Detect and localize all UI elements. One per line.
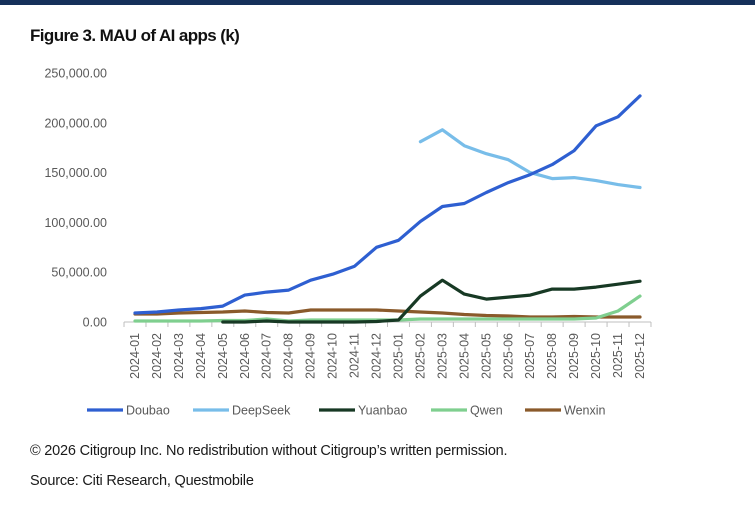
x-tick-label: 2025-08: [545, 333, 559, 379]
x-tick-label: 2025-04: [457, 333, 471, 379]
y-tick-label: 250,000.00: [44, 67, 107, 81]
source-note: Source: Citi Research, Questmobile: [30, 473, 254, 489]
y-tick-label: 150,000.00: [44, 166, 107, 180]
legend-item-wenxin: Wenxin: [525, 404, 606, 418]
legend-label: Yuanbao: [358, 404, 407, 418]
legend-item-doubao: Doubao: [87, 404, 170, 418]
x-tick-label: 2024-06: [238, 333, 252, 379]
x-tick-label: 2025-05: [479, 333, 493, 379]
legend-item-yuanbao: Yuanbao: [319, 404, 407, 418]
x-tick-label: 2025-07: [523, 333, 537, 379]
series-line-deepseek: [418, 128, 642, 190]
x-tick-label: 2025-12: [633, 333, 647, 379]
x-axis: 2024-01 2024-02 2024-03 2024-04 2024-05 2024-…: [123, 321, 652, 379]
x-tick-label: 2025-09: [567, 333, 581, 379]
x-tick-label: 2024-01: [128, 333, 142, 379]
x-tick-label: 2024-02: [150, 333, 164, 379]
legend-item-qwen: Qwen: [431, 404, 503, 418]
legend: Doubao DeepSeek Yuanbao Qwen Wenxin: [87, 404, 606, 418]
legend-label: Wenxin: [564, 404, 606, 418]
y-axis: 0.00 50,000.00 100,000.00 150,000.00 200,000…: [44, 67, 107, 330]
x-tick-label: 2025-03: [435, 333, 449, 379]
legend-item-deepseek: DeepSeek: [193, 404, 291, 418]
series-line-wenxin: [133, 308, 642, 319]
x-tick-label: 2024-08: [282, 333, 296, 379]
copyright-notice: © 2026 Citigroup Inc. No redistribution …: [30, 443, 508, 459]
x-tick-label: 2025-02: [413, 333, 427, 379]
legend-label: Doubao: [126, 404, 170, 418]
x-tick-label: 2025-11: [611, 333, 625, 378]
y-tick-label: 200,000.00: [44, 116, 107, 130]
y-tick-label: 0.00: [83, 316, 107, 330]
legend-label: Qwen: [470, 404, 503, 418]
legend-label: DeepSeek: [232, 404, 291, 418]
x-tick-label: 2024-10: [326, 333, 340, 379]
x-tick-label: 2025-10: [589, 333, 603, 379]
x-tick-label: 2024-05: [216, 333, 230, 379]
series-layer: [133, 94, 642, 324]
y-tick-label: 50,000.00: [51, 266, 107, 280]
y-tick-label: 100,000.00: [44, 216, 107, 230]
series-line-yuanbao: [221, 278, 642, 324]
x-tick-label: 2024-03: [172, 333, 186, 379]
x-tick-label: 2024-09: [304, 333, 318, 379]
x-tick-label: 2024-12: [370, 333, 384, 379]
figure-title: Figure 3. MAU of AI apps (k): [30, 26, 240, 45]
x-tick-label: 2025-06: [501, 333, 515, 379]
x-tick-label: 2024-04: [194, 333, 208, 379]
x-tick-label: 2024-11: [348, 333, 362, 378]
series-line-doubao: [133, 94, 642, 315]
x-tick-label: 2024-07: [260, 333, 274, 379]
x-tick-label: 2025-01: [391, 333, 405, 379]
top-rule: [0, 0, 755, 5]
